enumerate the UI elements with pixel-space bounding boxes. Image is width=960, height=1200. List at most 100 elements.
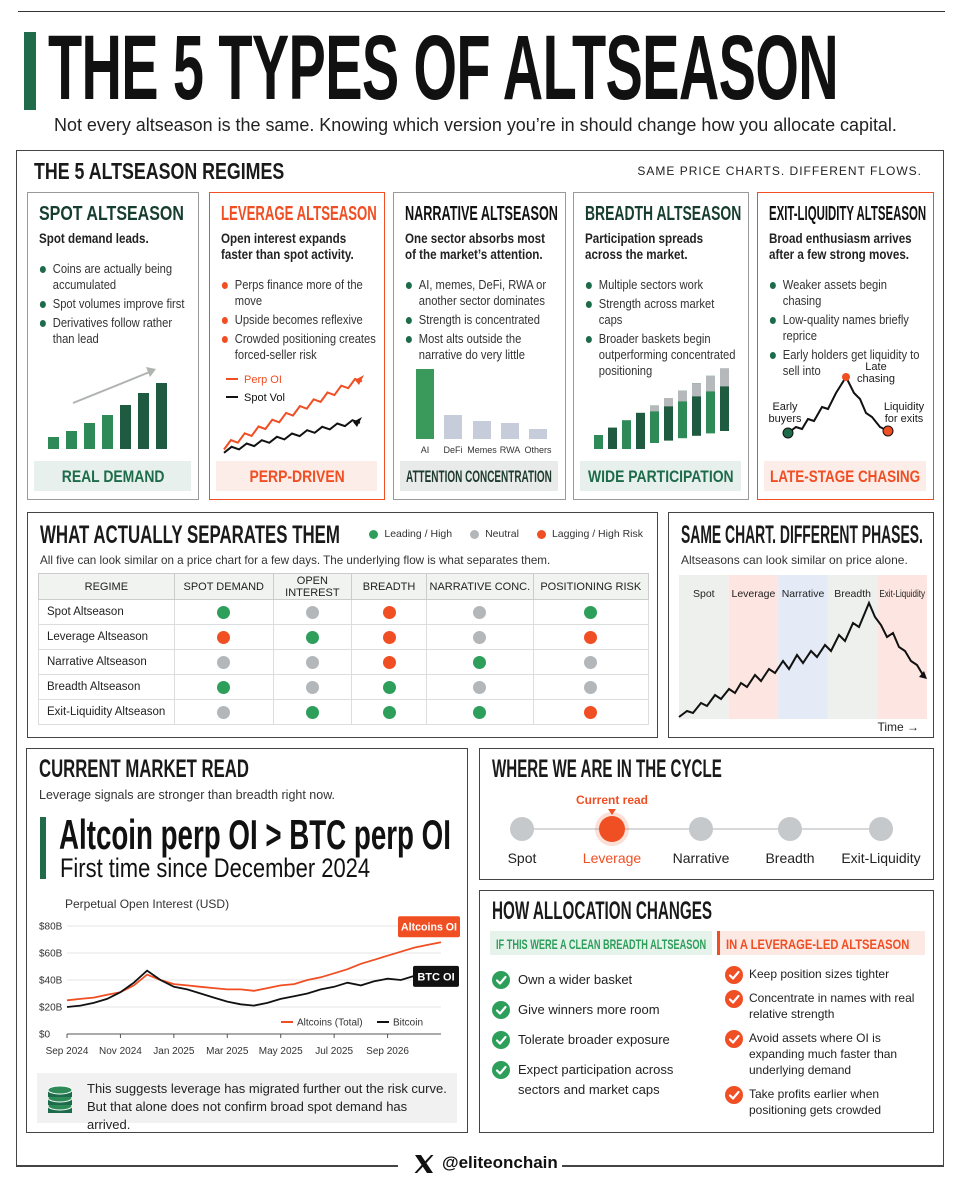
coin-top <box>47 1085 73 1095</box>
allocation-item: Own a wider basket <box>490 970 712 990</box>
stage-label: Breadth <box>765 850 814 866</box>
deco-line <box>223 377 363 451</box>
bullet: Early holders get liquidity to sell into <box>769 347 926 379</box>
status-cell <box>532 674 650 700</box>
status-cell <box>532 599 650 625</box>
mini-chart <box>594 368 729 449</box>
stage-label: Leverage <box>583 850 642 866</box>
deco-dot <box>782 427 794 439</box>
phase-band <box>728 575 779 719</box>
mini-chart: Perp OI Spot Vol <box>223 374 364 454</box>
deco-bar-top <box>664 398 673 407</box>
table-row: Leverage Altseason <box>38 624 650 650</box>
status-cell <box>272 624 352 650</box>
deco-bar-top <box>650 405 659 412</box>
legend: Leading / High Neutral Lagging / High Risk <box>369 528 643 540</box>
section-tagline: SAME PRICE CHARTS. DIFFERENT FLOWS. <box>637 164 922 178</box>
cycle-track: Spot Leverage Narrative Breadth Exit-Liquidi… <box>508 793 921 866</box>
bullet-text: AI, memes, DeFi, RWA or another sector d… <box>418 277 547 308</box>
regime-card: EXIT-LIQUIDITY ALTSEASON Broad enthusiasm… <box>757 192 934 500</box>
deco-arrow-head <box>146 367 156 377</box>
card-subtitle: Spot demand leads. <box>39 231 149 246</box>
check-mark <box>728 1090 740 1100</box>
top-rule <box>18 11 945 12</box>
status-cell <box>426 699 534 725</box>
allocation-item: Avoid assets where OI is expanding much … <box>717 1030 925 1078</box>
phase-label: Spot <box>693 588 715 600</box>
status-cell <box>532 624 650 650</box>
status-dot <box>305 680 319 694</box>
deco-line <box>787 374 889 434</box>
card-tag-bg <box>216 461 377 491</box>
bullet-text: Broader baskets begin outperforming conc… <box>598 331 736 378</box>
bullet-text: Multiple sectors work <box>598 277 704 292</box>
card-title: LEVERAGE ALTSEASON <box>221 203 377 225</box>
status-cell <box>173 624 274 650</box>
deco-dot <box>842 373 850 381</box>
legend-item: Leading / High <box>369 528 452 540</box>
bar-label: Others <box>524 445 552 455</box>
card-tag-text: LATE-STAGE CHASING <box>770 467 921 486</box>
bullet: Broader baskets begin outperforming conc… <box>585 331 741 379</box>
card-tag: PERP-DRIVEN <box>216 461 377 491</box>
outer-frame <box>16 150 944 1166</box>
bullet-text: Derivatives follow rather than lead <box>52 315 173 346</box>
check-icon <box>725 966 743 984</box>
legend-label: Spot Vol <box>244 392 285 404</box>
status-cell <box>350 674 428 700</box>
card-subtitle: Broad enthusiasm arrives after a few str… <box>769 231 912 262</box>
mini-chart <box>48 367 167 449</box>
bullet-text: Strength is concentrated <box>418 312 540 327</box>
series-line <box>66 941 442 1002</box>
regime-table: REGIME SPOT DEMAND OPEN INTEREST BREADTH NAR… <box>38 573 650 725</box>
end-label-box <box>398 916 460 938</box>
bullet-dot <box>585 301 592 308</box>
stage-dot <box>869 817 893 841</box>
check-icon <box>725 1030 743 1048</box>
card-tag-bg <box>580 461 741 491</box>
bar-label: RWA <box>500 445 521 455</box>
card-tag-bg <box>400 461 558 491</box>
chart-note: Late chasing <box>857 361 895 385</box>
item-list: Keep position sizes tighter Concentrate i… <box>717 966 925 1118</box>
deco-bar <box>608 427 617 449</box>
stage-dot <box>689 817 713 841</box>
card-tag-text: ATTENTION CONCENTRATION <box>406 467 552 486</box>
status-dot <box>473 655 487 669</box>
panel-title: SAME CHART. DIFFERENT PHASES. <box>681 521 923 549</box>
card-subtitle: One sector absorbs most of the market’s … <box>405 231 546 262</box>
card-text: Open interest expands faster than spot a… <box>221 231 377 366</box>
stage-dot <box>778 817 802 841</box>
bullet-text: Early holders get liquidity to sell into <box>782 347 920 378</box>
bullet-dot <box>769 317 776 324</box>
card-title: NARRATIVE ALTSEASON <box>405 203 558 225</box>
status-dot <box>473 605 487 619</box>
column-header: NARRATIVE CONC. <box>426 573 534 600</box>
bullet: Low-quality names briefly reprice <box>769 312 926 344</box>
status-cell <box>173 674 274 700</box>
bullet-dot <box>39 301 46 308</box>
bullet-dot <box>405 336 412 343</box>
allocation-item: Expect participation across sectors and … <box>490 1060 712 1100</box>
card-text: One sector absorbs most of the market’s … <box>405 231 558 366</box>
panel-title: WHERE WE ARE IN THE CYCLE <box>492 755 722 783</box>
status-dot <box>382 605 396 619</box>
deco-bar-top <box>692 383 701 397</box>
status-dot <box>217 605 231 619</box>
section-title: THE 5 ALTSEASON REGIMES <box>34 158 285 184</box>
x-logo-mark <box>415 1155 433 1173</box>
check-mark <box>495 975 507 985</box>
item-text: Own a wider basket <box>518 972 633 987</box>
table-row: Narrative Altseason <box>38 649 650 675</box>
headline: Altcoin perp OI > BTC perp OI <box>59 811 451 858</box>
item-text: Take profits earlier when positioning ge… <box>749 1087 882 1117</box>
phase-band <box>877 575 927 719</box>
phase-band <box>679 575 729 719</box>
allocation-item: Give winners more room <box>490 1000 712 1020</box>
deco-bar <box>138 393 149 449</box>
footer-handle: @eliteonchain <box>442 1153 558 1172</box>
current-label: Current read <box>576 793 648 807</box>
x-tick-label: Mar 2025 <box>206 1046 249 1057</box>
bullet-dot <box>221 336 228 343</box>
card-tag: ATTENTION CONCENTRATION <box>400 461 558 491</box>
